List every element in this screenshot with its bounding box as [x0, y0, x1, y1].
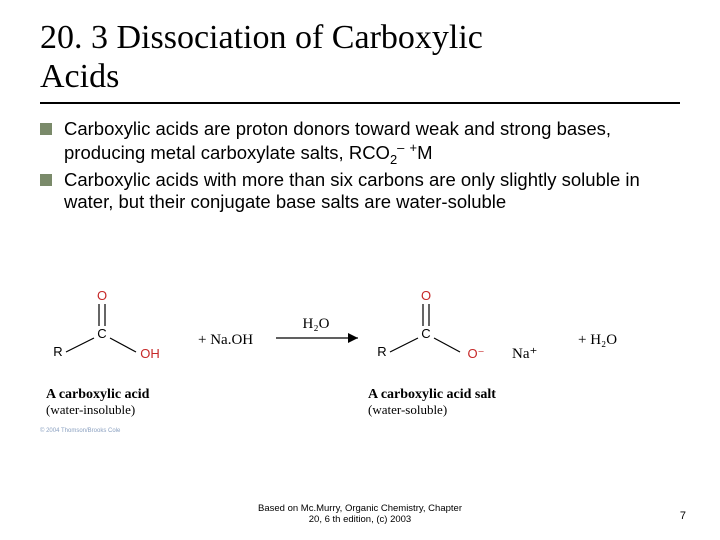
product-na-plus: Na⁺	[512, 346, 537, 362]
reagent-naoh: + Na.OH	[198, 332, 253, 348]
footer-line-1: Based on Mc.Murry, Organic Chemistry, Ch…	[258, 503, 462, 514]
left-caption-main: A carboxylic acid	[46, 387, 150, 402]
right-caption-sub: (water-soluble)	[368, 402, 447, 417]
right-caption-main: A carboxylic acid salt	[368, 387, 496, 402]
left-caption-sub: (water-insoluble)	[46, 402, 135, 417]
title-line-1: 20. 3 Dissociation of Carboxylic	[40, 19, 483, 56]
bullet-1-sup-plus: +	[410, 140, 418, 155]
atom-oh-left: OH	[140, 346, 160, 361]
atom-o-minus: O⁻	[468, 346, 485, 361]
bullet-2-text: Carboxylic acids with more than six carb…	[64, 169, 640, 212]
arrow-label-h2o: H₂O	[303, 316, 330, 332]
footer-citation: Based on Mc.Murry, Organic Chemistry, Ch…	[0, 504, 720, 526]
reaction-scheme: O C R OH + Na.OH H₂O O C R	[38, 286, 678, 436]
product-salt: O C R O⁻ Na⁺	[377, 288, 537, 362]
bullet-list: Carboxylic acids are proton donors towar…	[0, 104, 720, 213]
title-line-2: Acids	[40, 58, 119, 95]
atom-o-top-left: O	[97, 288, 107, 303]
reactant-acid: O C R OH	[53, 288, 159, 361]
arrow-head	[348, 333, 358, 343]
atom-c-right: C	[421, 326, 430, 341]
atom-o-top-right: O	[421, 288, 431, 303]
product-water: + H₂O	[578, 332, 617, 348]
page-number: 7	[680, 510, 686, 522]
bullet-2: Carboxylic acids with more than six carb…	[40, 169, 680, 213]
bullet-1: Carboxylic acids are proton donors towar…	[40, 118, 680, 167]
image-copyright: © 2004 Thomson/Brooks Cole	[40, 427, 121, 434]
bullet-1-post: M	[417, 142, 432, 163]
slide-title: 20. 3 Dissociation of Carboxylic Acids	[0, 0, 720, 100]
bullet-1-text: Carboxylic acids are proton donors towar…	[64, 118, 611, 163]
footer-line-2: 20, 6 th edition, (c) 2003	[309, 514, 411, 525]
reaction-arrow: H₂O	[276, 316, 358, 343]
atom-r-right: R	[377, 344, 386, 359]
atom-c-left: C	[97, 326, 106, 341]
atom-r-left: R	[53, 344, 62, 359]
